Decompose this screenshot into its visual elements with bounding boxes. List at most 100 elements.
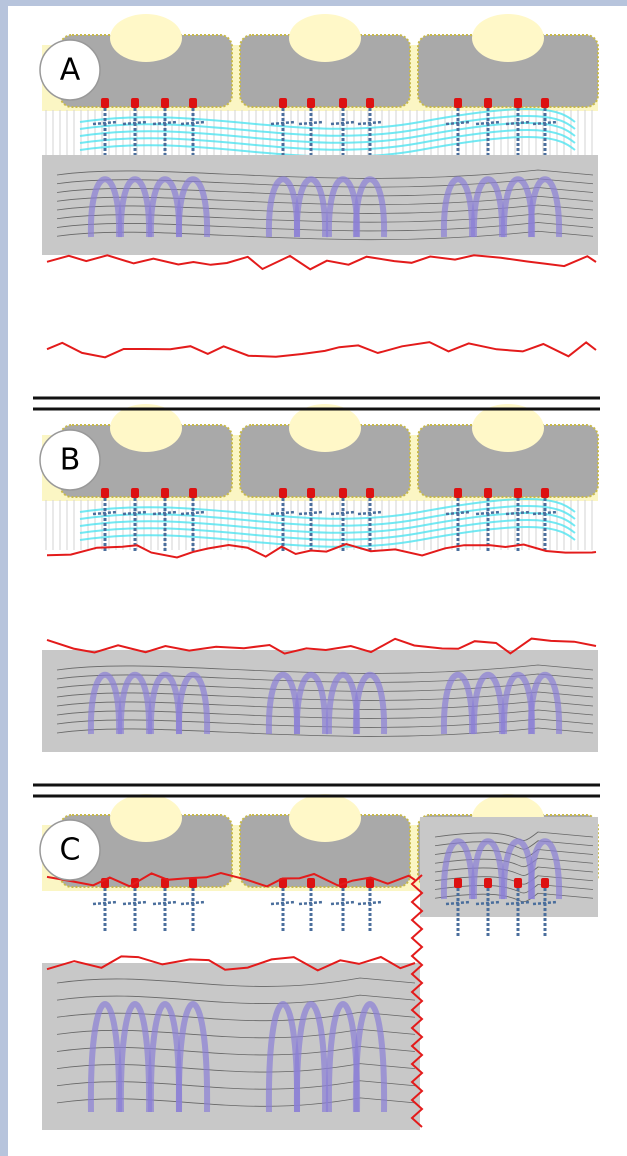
collagen-strand — [79, 122, 576, 144]
molecule-arm — [122, 510, 148, 516]
panel-label: A — [60, 53, 81, 88]
molecule-arm — [330, 900, 356, 906]
molecule-head — [514, 878, 522, 888]
panel-label-a: A — [39, 39, 101, 101]
molecule-arm — [152, 510, 178, 516]
molecule-arm — [357, 510, 383, 516]
anchoring-loop — [117, 1001, 153, 1113]
molecule-arm — [180, 900, 206, 906]
anchoring-loop — [527, 838, 563, 900]
matrix-strand — [56, 664, 594, 674]
collagen-strand — [79, 115, 576, 137]
membrane-line — [46, 254, 597, 271]
molecule-head — [339, 488, 347, 498]
molecule-arm — [357, 120, 383, 126]
collagen-strand — [79, 512, 576, 534]
anchoring-loop — [470, 176, 506, 238]
anchoring-loop — [470, 838, 506, 900]
matrix-strand — [434, 831, 594, 841]
matrix-strand — [56, 1028, 416, 1039]
collagen-strand — [79, 519, 576, 541]
molecule-head — [101, 488, 109, 498]
molecule-arm — [92, 510, 118, 516]
molecule-head — [541, 98, 549, 108]
molecule-head — [279, 98, 287, 108]
molecule-head — [541, 878, 549, 888]
anchoring-loop — [293, 176, 329, 238]
molecule-head — [366, 488, 374, 498]
membrane-line — [46, 871, 416, 888]
anchoring-loop — [117, 671, 153, 735]
molecule-head — [484, 488, 492, 498]
matrix-strand — [56, 187, 594, 197]
membrane-line — [46, 637, 597, 655]
matrix-strand — [56, 169, 594, 179]
nucleus — [110, 404, 182, 452]
molecule-arm — [330, 510, 356, 516]
molecule-head — [279, 878, 287, 888]
label-circle — [39, 429, 101, 491]
molecule-arm — [122, 900, 148, 906]
molecule-head — [514, 488, 522, 498]
molecule-arm — [152, 900, 178, 906]
anchoring-loop — [352, 1001, 388, 1113]
anchoring-loop — [175, 1001, 211, 1113]
molecule-arm — [92, 900, 118, 906]
anchoring-loop — [440, 838, 476, 900]
anchoring-loop — [470, 671, 506, 735]
molecule-arm — [475, 900, 501, 906]
molecule-head — [366, 878, 374, 888]
molecule-arm — [445, 510, 471, 516]
membrane-line — [46, 543, 597, 559]
molecule-head — [189, 98, 197, 108]
molecule-arm — [122, 120, 148, 126]
molecule-arm — [270, 120, 296, 126]
molecule-arm — [357, 900, 383, 906]
anchoring-loop — [293, 1001, 329, 1113]
nucleus — [472, 404, 544, 452]
molecule-arm — [298, 510, 324, 516]
molecule-head — [101, 98, 109, 108]
anchoring-loop — [175, 176, 211, 238]
molecule-arm — [475, 510, 501, 516]
anchoring-loop — [440, 176, 476, 238]
molecule-arm — [475, 120, 501, 126]
molecule-head — [454, 98, 462, 108]
molecule-head — [454, 488, 462, 498]
anchoring-loop — [175, 671, 211, 735]
molecule-head — [484, 878, 492, 888]
membrane-line — [46, 341, 597, 359]
anchoring-loop — [352, 176, 388, 238]
molecule-arm — [330, 120, 356, 126]
molecule-arm — [270, 900, 296, 906]
molecule-head — [307, 878, 315, 888]
molecule-head — [161, 98, 169, 108]
panel-label: B — [60, 443, 81, 478]
fracture-line — [410, 874, 424, 1128]
anchoring-loop — [352, 671, 388, 735]
membrane-line — [46, 955, 416, 972]
molecule-arm — [180, 510, 206, 516]
collagen-strand — [79, 129, 576, 151]
anchoring-loop — [87, 176, 123, 238]
label-circle — [39, 39, 101, 101]
nucleus — [289, 404, 361, 452]
nucleus — [289, 794, 361, 842]
molecule-arm — [298, 900, 324, 906]
molecule-head — [366, 98, 374, 108]
matrix-strand — [434, 840, 594, 850]
molecule-arm — [532, 510, 558, 516]
molecule-arm — [298, 120, 324, 126]
matrix-strand — [56, 977, 416, 987]
matrix-strand — [56, 682, 594, 692]
molecule-head — [161, 488, 169, 498]
molecule-head — [189, 878, 197, 888]
collagen-strand — [79, 108, 576, 130]
molecule-head — [541, 488, 549, 498]
top-border — [0, 0, 627, 6]
anchoring-loop — [87, 1001, 123, 1113]
diagram-layer — [42, 14, 599, 1130]
molecule-head — [454, 878, 462, 888]
molecule-head — [279, 488, 287, 498]
